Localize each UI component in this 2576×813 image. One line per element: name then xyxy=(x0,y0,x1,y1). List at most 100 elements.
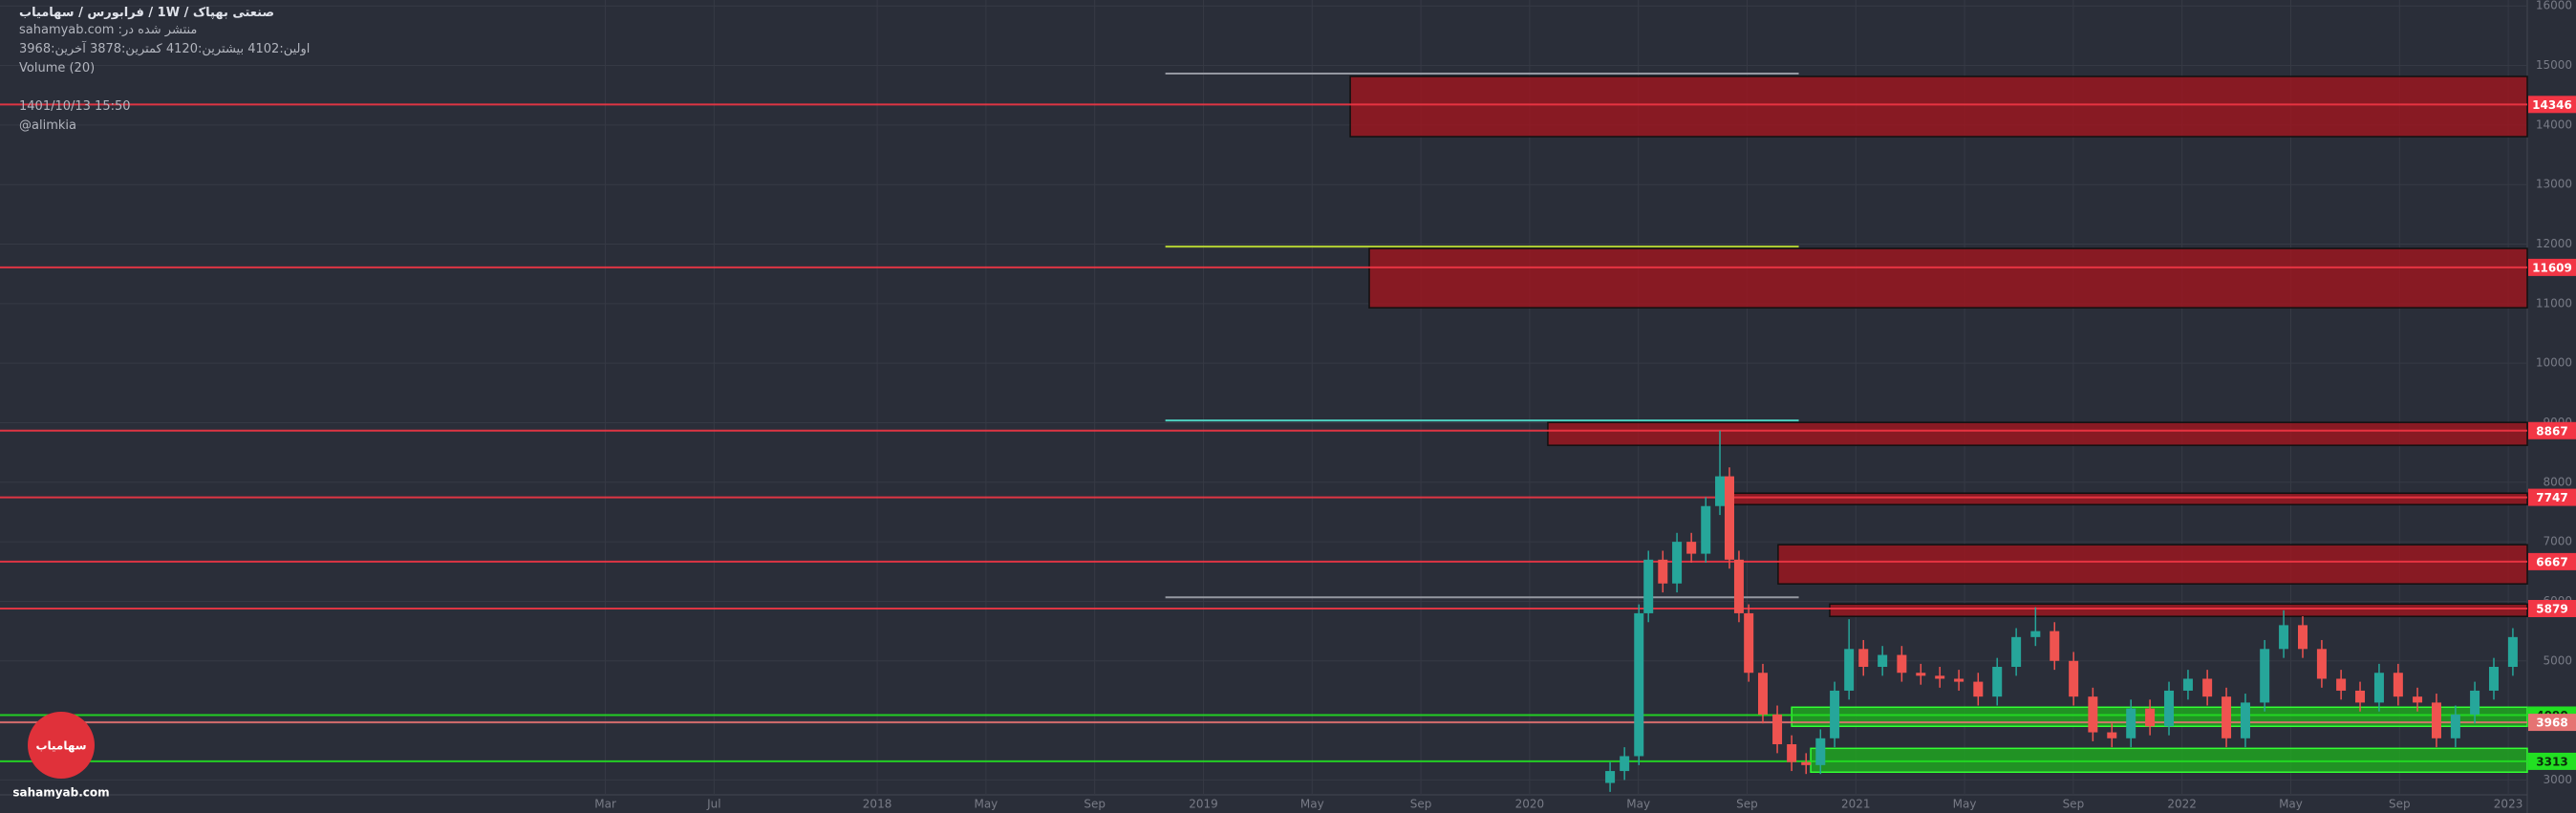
level-label-bg xyxy=(2528,552,2576,570)
candle-body xyxy=(1686,542,1697,554)
level-label: 6667 xyxy=(2536,555,2567,568)
candle-body xyxy=(1954,678,1964,682)
y-tick-label: 7000 xyxy=(2543,535,2572,548)
candle-body xyxy=(2088,696,2098,733)
candle-body xyxy=(1772,714,1783,745)
y-tick-label: 15000 xyxy=(2536,58,2572,72)
candle-body xyxy=(1973,681,1984,697)
zone xyxy=(1829,603,2528,617)
candle-body xyxy=(2240,702,2250,738)
candle-body xyxy=(2298,625,2308,650)
candle-body xyxy=(1787,744,1797,762)
zone xyxy=(1547,421,2528,446)
level-label: 14346 xyxy=(2532,98,2572,112)
candle-body xyxy=(2450,714,2460,738)
x-tick-label: 2018 xyxy=(863,798,892,811)
candle-body xyxy=(1744,612,1754,674)
x-tick-label: May xyxy=(2279,798,2303,811)
level-label: 5879 xyxy=(2536,602,2567,615)
x-tick-label: Sep xyxy=(2063,798,2085,811)
candle-body xyxy=(2507,636,2518,668)
candle-body xyxy=(1830,690,1840,738)
candle-body xyxy=(1897,654,1907,674)
candle-body xyxy=(1858,649,1869,668)
candle-body xyxy=(2470,690,2480,715)
candle-body xyxy=(1757,673,1768,715)
x-tick-label: Sep xyxy=(1410,798,1432,811)
y-tick-label: 12000 xyxy=(2536,237,2572,250)
candle-body xyxy=(1733,559,1744,613)
candle-body xyxy=(1643,559,1654,613)
candle-body xyxy=(1992,667,2003,697)
candle-body xyxy=(1658,559,1668,584)
candle-body xyxy=(2373,673,2384,703)
y-tick-label: 13000 xyxy=(2536,178,2572,191)
candle-body xyxy=(1815,738,1826,765)
price-axis-panel xyxy=(2527,0,2576,813)
candle-body xyxy=(1620,756,1630,772)
y-tick-label: 8000 xyxy=(2543,475,2572,488)
x-tick-label: Mar xyxy=(594,798,616,811)
x-tick-label: Sep xyxy=(2389,798,2411,811)
candle-body xyxy=(1801,761,1812,765)
x-tick-label: Jul xyxy=(706,798,720,811)
zone xyxy=(1728,492,2528,505)
y-tick-label: 16000 xyxy=(2536,0,2572,12)
candle-body xyxy=(2260,649,2270,703)
candle-body xyxy=(2431,702,2441,738)
header-line: sahamyab.com :منتشر شده در xyxy=(19,23,198,37)
level-label-bg xyxy=(2528,488,2576,506)
level-label: 7747 xyxy=(2536,491,2567,504)
header-line: اولین:4102 بیشترین:4120 کمترین:3878 آخری… xyxy=(19,42,311,56)
candle-body xyxy=(2107,732,2117,738)
x-tick-label: Sep xyxy=(1084,798,1106,811)
level-label-bg xyxy=(2528,96,2576,114)
x-tick-label: May xyxy=(1300,798,1324,811)
candle-body xyxy=(2164,690,2175,727)
level-label-bg xyxy=(2528,752,2576,770)
level-label: 11609 xyxy=(2532,261,2572,274)
candle-body xyxy=(2145,708,2156,727)
x-tick-label: May xyxy=(1953,798,1977,811)
x-tick-label: May xyxy=(1626,798,1650,811)
y-tick-label: 11000 xyxy=(2536,296,2572,310)
candle-body xyxy=(1844,649,1855,691)
logo-text: سهامیاب xyxy=(35,739,86,753)
candle-body xyxy=(2030,631,2041,637)
level-label-bg xyxy=(2528,258,2576,276)
watermark: sahamyab.com xyxy=(12,786,109,800)
level-label-bg xyxy=(2528,714,2576,732)
x-tick-label: Sep xyxy=(1736,798,1758,811)
y-tick-label: 10000 xyxy=(2536,356,2572,370)
level-label-bg xyxy=(2528,599,2576,617)
candle-body xyxy=(1916,673,1926,676)
candle-body xyxy=(2050,631,2060,661)
x-tick-label: May xyxy=(974,798,998,811)
candle-body xyxy=(2069,660,2079,697)
candle-body xyxy=(2279,625,2289,650)
level-label: 3313 xyxy=(2536,755,2567,768)
y-tick-label: 14000 xyxy=(2536,118,2572,131)
y-tick-label: 3000 xyxy=(2543,773,2572,786)
candle-body xyxy=(1878,654,1888,668)
candle-body xyxy=(1715,476,1726,506)
logo xyxy=(28,712,95,779)
candle-body xyxy=(1605,771,1616,783)
candle-body xyxy=(2011,636,2022,668)
header-line: Volume (20) xyxy=(19,61,96,75)
candle-body xyxy=(2126,708,2136,738)
x-tick-label: 2022 xyxy=(2167,798,2197,811)
level-label-bg xyxy=(2528,421,2576,439)
candle-body xyxy=(2336,678,2347,691)
header-title: صنعتی بهپاک / 1W / فرابورس / سهامیاب xyxy=(19,6,275,20)
candle-body xyxy=(2355,690,2366,703)
candle-body xyxy=(2202,678,2213,697)
candle-body xyxy=(1634,612,1644,757)
zone xyxy=(1368,247,2528,309)
x-tick-label: 2019 xyxy=(1189,798,1218,811)
candle-body xyxy=(1672,542,1683,584)
candle-body xyxy=(1701,505,1711,554)
candle-body xyxy=(2182,678,2193,691)
